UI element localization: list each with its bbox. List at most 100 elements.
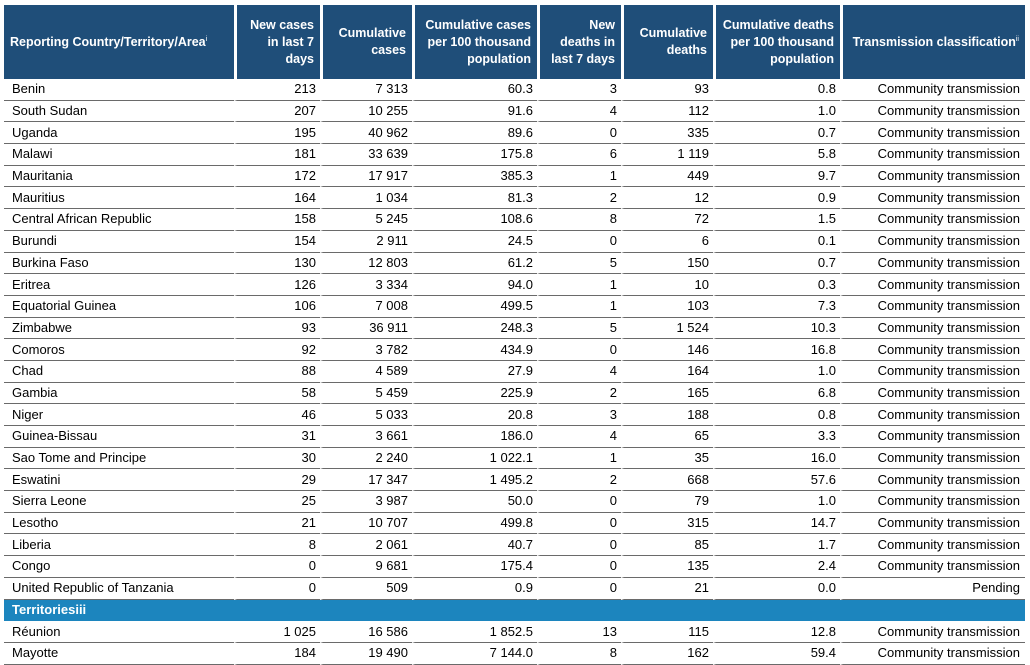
cumulative-cases-cell: 5 033	[320, 404, 412, 426]
new-deaths-cell: 0	[537, 556, 621, 578]
transmission-cell: Community transmission	[840, 339, 1025, 361]
new-deaths-cell: 1	[537, 274, 621, 296]
cumulative-cases-cell: 16 586	[320, 621, 412, 643]
table-row: Mayotte 184 19 490 7 144.0 8 162 59.4 Community…	[4, 642, 1025, 665]
transmission-cell: Community transmission	[840, 252, 1025, 275]
cumulative-deaths-cell: 103	[621, 295, 713, 318]
new-cases-cell: 213	[234, 79, 320, 101]
new-deaths-cell: 2	[537, 187, 621, 210]
transmission-cell: Community transmission	[840, 360, 1025, 383]
table-row: Zimbabwe 93 36 911 248.3 5 1 524 10.3 Community…	[4, 317, 1025, 340]
cumulative-cases-per-100k-cell: 434.9	[412, 339, 537, 361]
country-cell: Sao Tome and Principe	[4, 448, 234, 470]
country-cell: Zimbabwe	[4, 318, 234, 340]
transmission-cell: Community transmission	[840, 534, 1025, 557]
transmission-cell: Community transmission	[840, 187, 1025, 210]
new-deaths-cell: 0	[537, 491, 621, 513]
cumulative-cases-per-100k-cell: 50.0	[412, 491, 537, 513]
cumulative-deaths-per-100k-cell: 0.7	[713, 122, 840, 145]
cumulative-cases-cell: 2 061	[320, 534, 412, 557]
new-cases-cell: 21	[234, 512, 320, 535]
table-row: Malawi 181 33 639 175.8 6 1 119 5.8 Community t…	[4, 144, 1025, 166]
cumulative-cases-per-100k-cell: 385.3	[412, 165, 537, 188]
transmission-cell: Community transmission	[840, 621, 1025, 643]
cumulative-deaths-per-100k-cell: 2.4	[713, 556, 840, 578]
cumulative-cases-cell: 4 589	[320, 360, 412, 383]
new-deaths-cell: 1	[537, 165, 621, 188]
cumulative-cases-cell: 5 245	[320, 209, 412, 231]
country-cell: Liberia	[4, 534, 234, 557]
country-cell: Chad	[4, 361, 234, 383]
table-row: Guinea-Bissau 31 3 661 186.0 4 65 3.3 Community…	[4, 426, 1025, 448]
table-row: Central African Republic 158 5 245 108.6 8 72…	[4, 209, 1025, 231]
cumulative-cases-cell: 7 313	[320, 79, 412, 101]
table-row: Mauritius 164 1 034 81.3 2 12 0.9 Community tra…	[4, 187, 1025, 210]
covid-data-table: Reporting Country/Territory/Areai New ca…	[4, 5, 1025, 665]
transmission-cell: Community transmission	[840, 230, 1025, 253]
country-cell: Réunion	[4, 621, 234, 643]
cumulative-cases-per-100k-cell: 60.3	[412, 79, 537, 101]
cumulative-deaths-cell: 6	[621, 230, 713, 253]
cumulative-deaths-cell: 79	[621, 491, 713, 513]
transmission-cell: Community transmission	[840, 165, 1025, 188]
table-body: Benin 213 7 313 60.3 3 93 0.8 Community transmi…	[4, 79, 1025, 665]
transmission-cell: Community transmission	[840, 79, 1025, 101]
cumulative-deaths-cell: 164	[621, 360, 713, 383]
cumulative-cases-cell: 2 911	[320, 230, 412, 253]
new-deaths-cell: 0	[537, 577, 621, 600]
cumulative-cases-cell: 10 707	[320, 512, 412, 535]
cumulative-cases-per-100k-cell: 175.4	[412, 556, 537, 578]
country-cell: Malawi	[4, 144, 234, 166]
cumulative-cases-cell: 3 334	[320, 274, 412, 296]
cumulative-deaths-cell: 1 524	[621, 317, 713, 340]
cumulative-cases-per-100k-cell: 7 144.0	[412, 642, 537, 665]
new-deaths-cell: 4	[537, 360, 621, 383]
cumulative-deaths-cell: 35	[621, 447, 713, 470]
cumulative-deaths-per-100k-cell: 59.4	[713, 642, 840, 665]
cumulative-deaths-cell: 93	[621, 79, 713, 101]
country-cell: Benin	[4, 79, 234, 101]
cumulative-deaths-per-100k-cell: 12.8	[713, 621, 840, 643]
transmission-cell: Community transmission	[840, 556, 1025, 578]
country-cell: United Republic of Tanzania	[4, 578, 234, 600]
country-cell: Comoros	[4, 339, 234, 361]
cumulative-deaths-per-100k-cell: 6.8	[713, 382, 840, 405]
cumulative-cases-cell: 9 681	[320, 556, 412, 578]
cumulative-deaths-per-100k-cell: 0.3	[713, 274, 840, 296]
cumulative-deaths-cell: 146	[621, 339, 713, 361]
country-cell: Burundi	[4, 231, 234, 253]
cumulative-cases-per-100k-cell: 499.8	[412, 512, 537, 535]
cumulative-deaths-per-100k-cell: 1.0	[713, 360, 840, 383]
table-row: Burundi 154 2 911 24.5 0 6 0.1 Community transm…	[4, 230, 1025, 253]
table-row: Liberia 8 2 061 40.7 0 85 1.7 Community transmi…	[4, 534, 1025, 557]
cumulative-deaths-cell: 65	[621, 426, 713, 448]
cumulative-deaths-cell: 21	[621, 577, 713, 600]
new-cases-cell: 88	[234, 360, 320, 383]
new-deaths-cell: 5	[537, 252, 621, 275]
cumulative-deaths-per-100k-cell: 0.0	[713, 577, 840, 600]
cumulative-deaths-cell: 10	[621, 274, 713, 296]
table-row: Eswatini 29 17 347 1 495.2 2 668 57.6 Community…	[4, 469, 1025, 492]
cumulative-deaths-per-100k-cell: 14.7	[713, 512, 840, 535]
table-row: Mauritania 172 17 917 385.3 1 449 9.7 Community…	[4, 165, 1025, 188]
cumulative-cases-cell: 17 347	[320, 469, 412, 492]
territories-section-row: Territoriesiii	[4, 599, 1025, 622]
new-deaths-cell: 2	[537, 469, 621, 492]
cumulative-cases-cell: 3 782	[320, 339, 412, 361]
cumulative-deaths-cell: 150	[621, 252, 713, 275]
table-row: Sao Tome and Principe 30 2 240 1 022.1 1 35 16…	[4, 447, 1025, 470]
header-cumulative-deaths-per-100k: Cumulative deaths per 100 thousand popul…	[713, 5, 840, 79]
cumulative-cases-per-100k-cell: 94.0	[412, 274, 537, 296]
cumulative-cases-per-100k-cell: 24.5	[412, 230, 537, 253]
cumulative-cases-cell: 40 962	[320, 122, 412, 145]
cumulative-cases-per-100k-cell: 89.6	[412, 122, 537, 145]
cumulative-deaths-per-100k-cell: 1.7	[713, 534, 840, 557]
cumulative-cases-per-100k-cell: 91.6	[412, 100, 537, 123]
cumulative-cases-cell: 3 987	[320, 491, 412, 513]
new-cases-cell: 0	[234, 577, 320, 600]
cumulative-deaths-cell: 85	[621, 534, 713, 557]
new-deaths-cell: 0	[537, 230, 621, 253]
new-cases-cell: 93	[234, 317, 320, 340]
new-deaths-cell: 0	[537, 122, 621, 145]
new-cases-cell: 46	[234, 404, 320, 426]
